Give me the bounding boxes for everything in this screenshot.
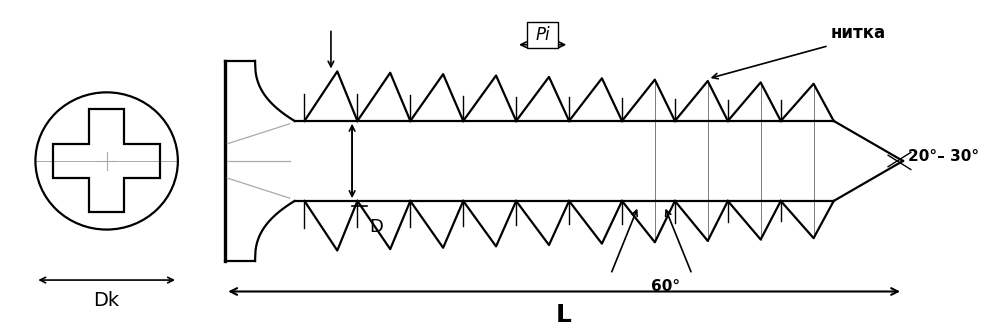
Text: 60°: 60°: [651, 279, 680, 294]
Text: 20°– 30°: 20°– 30°: [908, 149, 979, 164]
Text: D: D: [369, 218, 383, 236]
Bar: [527, 22, 558, 48]
Text: Pi: Pi: [535, 26, 550, 44]
Text: Dk: Dk: [94, 291, 120, 310]
Text: нитка: нитка: [831, 24, 886, 42]
Text: L: L: [556, 303, 572, 327]
